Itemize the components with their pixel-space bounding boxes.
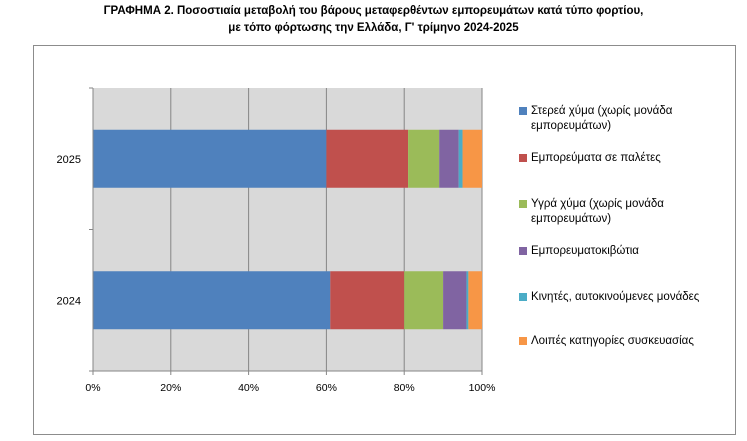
chart-title: ΓΡΑΦΗΜΑ 2. Ποσοστιαία μεταβολή του βάρου… [0, 3, 747, 37]
legend-label: Υγρά χύμα (χωρίς μονάδα εμπορευμάτων) [531, 198, 664, 225]
bar-2024-series-5 [468, 271, 482, 330]
legend-swatch [519, 107, 527, 115]
legend-label: Κινητές, αυτοκινούμενες μονάδες [531, 291, 700, 303]
legend-swatch [519, 200, 527, 208]
bar-2025-series-4 [458, 129, 463, 188]
bar-2025-series-3 [439, 129, 459, 188]
legend-swatch [519, 247, 527, 255]
x-tick-label: 40% [238, 382, 259, 394]
y-tick-label: 2024 [57, 295, 81, 307]
x-tick-label: 80% [394, 382, 415, 394]
bar-2025-series-0 [93, 129, 327, 188]
x-tick-label: 20% [160, 382, 181, 394]
legend-swatch [519, 337, 527, 345]
bar-2024-series-4 [466, 271, 469, 330]
x-tick-label: 0% [85, 382, 100, 394]
bar-2025-series-2 [408, 129, 440, 188]
bar-2025-series-1 [326, 129, 409, 188]
legend-swatch [519, 154, 527, 162]
bar-2024-series-2 [404, 271, 444, 330]
bar-2024-series-1 [330, 271, 405, 330]
y-tick-label: 2025 [57, 154, 81, 166]
legend-swatch [519, 293, 527, 301]
x-tick-label: 60% [316, 382, 337, 394]
bar-2025-series-5 [462, 129, 482, 188]
bar-2024-series-3 [443, 271, 467, 330]
chart-title-line2: με τόπο φόρτωσης την Ελλάδα, Γ' τρίμηνο … [228, 22, 519, 34]
legend-label: Στερεά χύμα (χωρίς μονάδα εμπορευμάτων) [531, 105, 673, 132]
legend-label: Εμπορευματοκιβώτια [531, 245, 639, 257]
bar-2024-series-0 [93, 271, 331, 330]
chart-title-line1: ΓΡΑΦΗΜΑ 2. Ποσοστιαία μεταβολή του βάρου… [103, 5, 644, 17]
legend-label: Λοιπές κατηγορίες συσκευασίας [531, 335, 694, 347]
x-tick-label: 100% [469, 382, 496, 394]
legend-label: Εμπορεύματα σε παλέτες [531, 152, 661, 164]
